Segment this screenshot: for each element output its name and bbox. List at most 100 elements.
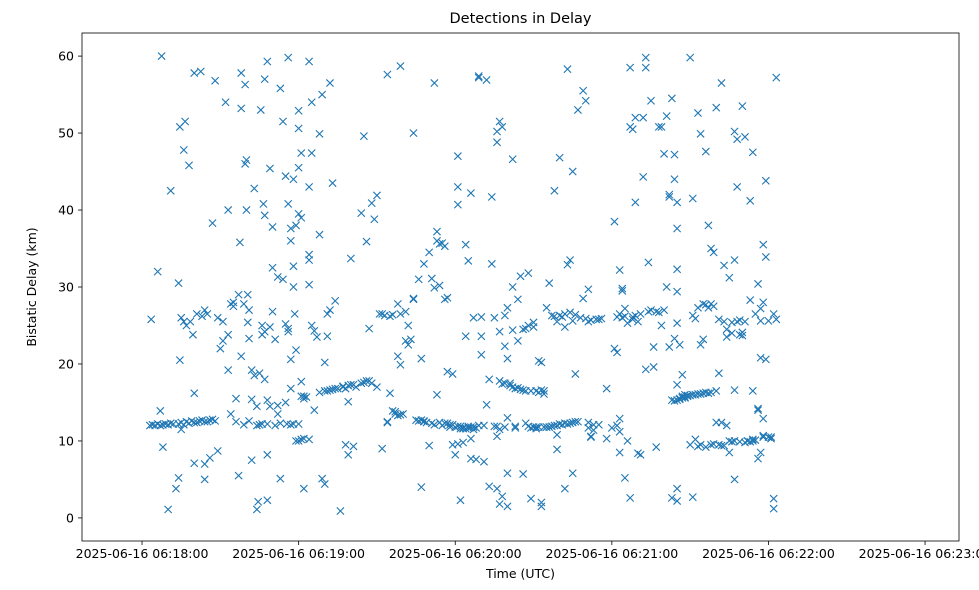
scatter-point: [177, 425, 186, 434]
scatter-point: [292, 221, 301, 230]
scatter-point: [759, 240, 768, 249]
scatter-point: [542, 303, 551, 312]
scatter-point: [461, 332, 470, 341]
scatter-point: [563, 65, 572, 74]
scatter-point: [417, 483, 426, 492]
scatter-point: [284, 327, 293, 336]
scatter-point: [699, 335, 708, 344]
scatter-point: [511, 422, 520, 431]
scatter-point: [404, 340, 413, 349]
scatter-point: [190, 459, 199, 468]
scatter-point: [639, 113, 648, 122]
scatter-point: [323, 309, 332, 318]
scatter-point: [263, 420, 272, 428]
scatter-point: [289, 283, 298, 291]
scatter-point: [709, 248, 718, 257]
scatter-point: [341, 440, 350, 449]
scatter-point: [453, 200, 462, 209]
scatter-point: [427, 274, 436, 283]
scatter-point: [532, 423, 541, 432]
scatter-point: [615, 448, 624, 457]
scatter-point: [573, 105, 582, 114]
y-tick-label: 50: [58, 126, 74, 141]
scatter-point: [479, 457, 488, 466]
scatter-point: [466, 434, 475, 443]
scatter-point: [696, 340, 705, 349]
scatter-point: [693, 303, 702, 312]
scatter-point: [767, 433, 776, 442]
scatter-point: [328, 179, 337, 188]
scatter-point: [568, 167, 577, 176]
scatter-point: [331, 384, 340, 393]
scatter-point: [252, 402, 261, 411]
scatter-point: [662, 112, 671, 121]
scatter-point: [453, 440, 462, 449]
scatter-point: [247, 456, 256, 465]
scatter-point: [312, 333, 321, 342]
scatter-point: [709, 302, 718, 311]
scatter-point: [746, 296, 755, 305]
scatter-point: [211, 416, 220, 425]
scatter-point: [357, 209, 366, 218]
scatter-point: [409, 295, 418, 304]
scatter-point: [581, 96, 590, 105]
scatter-point: [226, 410, 235, 418]
scatter-point: [247, 366, 256, 375]
scatter-point: [284, 324, 293, 333]
scatter-point: [286, 224, 295, 233]
scatter-point: [714, 369, 723, 378]
scatter-point: [203, 309, 212, 318]
scatter-point: [352, 383, 361, 392]
scatter-point: [417, 354, 426, 363]
scatter-point: [626, 63, 635, 72]
scatter-point: [289, 175, 298, 184]
scatter-point: [245, 306, 254, 315]
scatter-point: [260, 375, 269, 384]
scatter-point: [284, 199, 293, 208]
scatter-point: [652, 443, 661, 452]
scatter-point: [733, 135, 742, 144]
scatter-point: [208, 219, 217, 228]
scatter-point: [563, 260, 572, 269]
scatter-point: [620, 312, 629, 321]
scatter-point: [271, 421, 280, 430]
scatter-point: [250, 371, 259, 380]
scatter-point: [537, 358, 546, 367]
scatter-point: [704, 389, 713, 398]
scatter-point: [396, 360, 405, 369]
scatter-point: [453, 152, 462, 161]
scatter-point: [289, 262, 298, 271]
scatter-point: [299, 484, 308, 493]
scatter-point: [459, 438, 468, 447]
scatter-point: [239, 299, 248, 308]
scatter-point: [171, 484, 180, 493]
scatter-point: [243, 318, 252, 327]
scatter-point: [751, 436, 760, 445]
scatter-point: [759, 431, 768, 440]
scatter-point: [704, 303, 713, 312]
scatter-point: [474, 73, 483, 82]
scatter-point: [386, 389, 394, 398]
scatter-point: [344, 397, 353, 406]
scatter-point: [610, 217, 619, 226]
scatter-point: [756, 353, 765, 362]
scatter-point: [628, 125, 637, 134]
scatter-point: [665, 192, 674, 201]
scatter-point: [761, 355, 770, 364]
scatter-point: [286, 384, 295, 393]
scatter-point: [560, 484, 569, 493]
scatter-point: [237, 69, 246, 78]
scatter-point: [761, 252, 770, 261]
scatter-point: [265, 164, 274, 173]
scatter-point: [636, 450, 645, 459]
scatter-point: [568, 316, 577, 325]
scatter-point: [273, 401, 282, 410]
scatter-point: [654, 122, 663, 131]
scatter-point: [179, 317, 188, 326]
scatter-point: [657, 122, 666, 131]
scatter-point: [693, 109, 702, 118]
scatter-point: [346, 380, 355, 389]
scatter-point: [479, 421, 488, 430]
scatter-point: [365, 324, 374, 333]
scatter-point: [586, 433, 595, 442]
